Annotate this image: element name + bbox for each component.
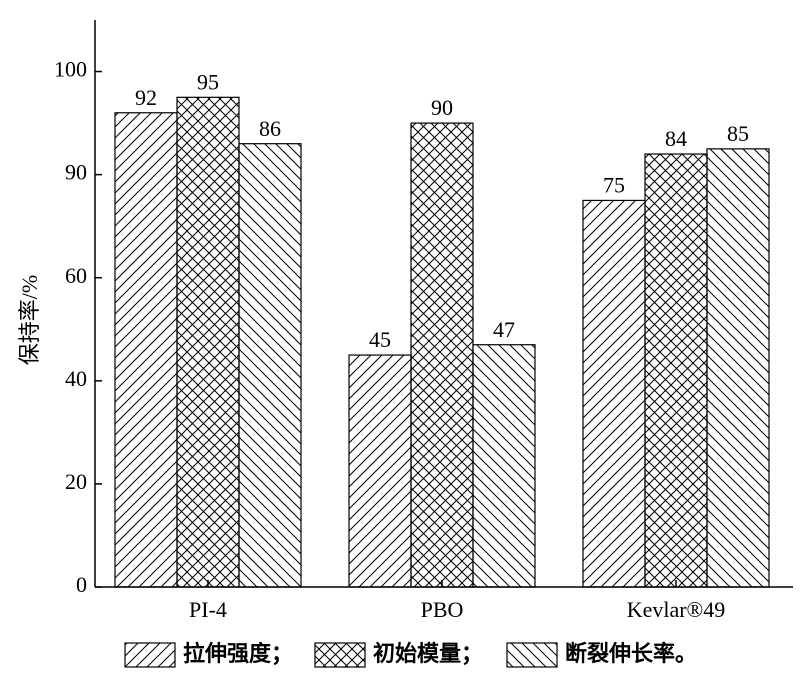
- legend-label: 拉伸强度；: [183, 641, 293, 666]
- data-label: 86: [259, 116, 281, 141]
- y-tick-label: 100: [54, 57, 87, 82]
- bar: [706, 148, 770, 588]
- data-label: 45: [369, 327, 391, 352]
- bar: [114, 112, 178, 588]
- y-axis-label: 保持率/%: [17, 275, 42, 365]
- bar: [472, 344, 536, 588]
- legend-swatch: [124, 642, 176, 668]
- y-tick-label: 20: [65, 469, 87, 494]
- bar: [644, 153, 708, 588]
- bar: [176, 96, 240, 588]
- x-tick-label: Kevlar®49: [627, 597, 726, 622]
- data-label: 75: [603, 172, 625, 197]
- x-tick-label: PBO: [421, 597, 464, 622]
- legend-swatch: [506, 642, 558, 668]
- bar: [582, 199, 646, 588]
- y-tick-label: 40: [65, 366, 87, 391]
- data-label: 85: [727, 121, 749, 146]
- data-label: 92: [135, 85, 157, 110]
- y-tick-label: 60: [65, 263, 87, 288]
- y-tick-label: 0: [76, 572, 87, 597]
- data-label: 47: [493, 317, 515, 342]
- bar: [238, 143, 302, 588]
- legend-swatch: [314, 642, 366, 668]
- legend-label: 初始模量；: [373, 641, 483, 666]
- x-tick-label: PI-4: [189, 597, 227, 622]
- data-label: 90: [431, 95, 453, 120]
- y-tick-label: 90: [65, 160, 87, 185]
- legend-label: 断裂伸长率。: [565, 641, 697, 666]
- bar: [410, 122, 474, 588]
- data-label: 84: [665, 126, 687, 151]
- data-label: 95: [197, 69, 219, 94]
- bar: [348, 354, 412, 588]
